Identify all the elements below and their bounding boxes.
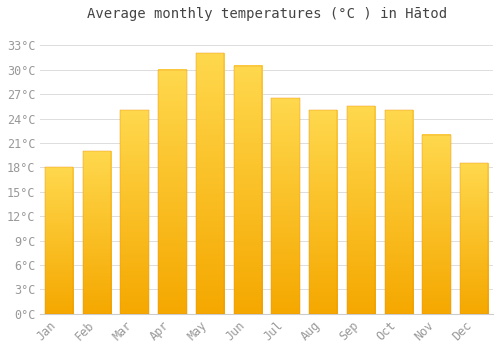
- Bar: [460, 163, 488, 314]
- Bar: [272, 98, 299, 314]
- Bar: [347, 106, 375, 314]
- Bar: [45, 167, 74, 314]
- Bar: [384, 111, 413, 314]
- Title: Average monthly temperatures (°C ) in Hātod: Average monthly temperatures (°C ) in Hā…: [86, 7, 446, 21]
- Bar: [422, 135, 450, 314]
- Bar: [120, 111, 149, 314]
- Bar: [196, 54, 224, 314]
- Bar: [83, 151, 111, 314]
- Bar: [234, 66, 262, 314]
- Bar: [309, 111, 338, 314]
- Bar: [158, 70, 186, 314]
